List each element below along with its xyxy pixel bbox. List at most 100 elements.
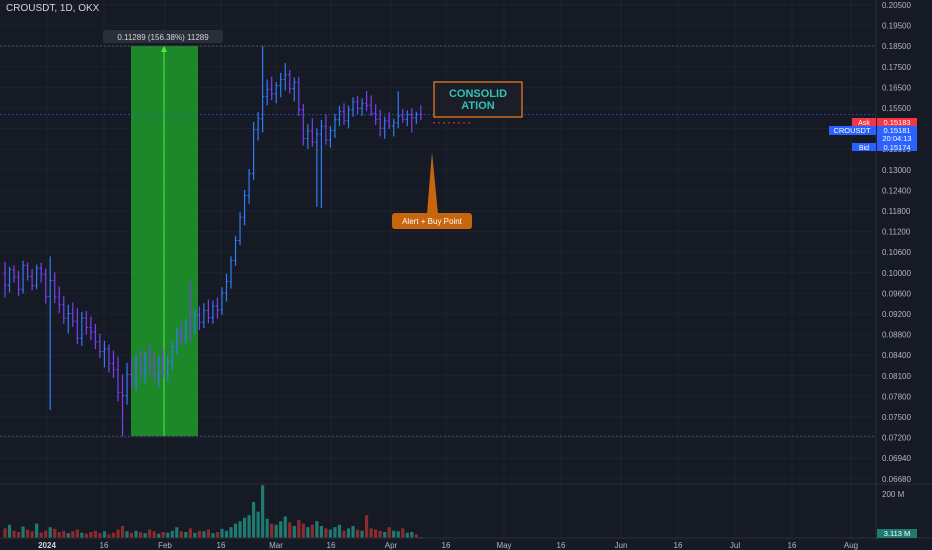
y-tick-label: 0.10000 — [882, 269, 911, 278]
ohlc-bar — [188, 280, 192, 341]
volume-bar — [166, 532, 170, 538]
ohlc-bar — [7, 266, 12, 293]
volume-bar — [220, 528, 224, 538]
ohlc-bar — [233, 235, 238, 266]
volume-bars — [3, 485, 423, 538]
x-tick-label: 16 — [442, 541, 451, 550]
time-axis[interactable]: 2024 16 Feb 16 Mar 16 Apr 16 May 16 Jun 16 Jul 16 Aug — [38, 541, 858, 550]
ohlc-bar — [242, 190, 247, 226]
volume-bar — [374, 529, 378, 538]
ohlc-bar — [270, 76, 274, 101]
ohlc-bar — [306, 124, 310, 149]
ohlc-bar — [3, 261, 7, 298]
volume-bar — [30, 531, 34, 538]
volume-bar — [315, 521, 319, 538]
x-tick-label: Jun — [615, 541, 628, 550]
volume-bar — [148, 529, 152, 538]
x-tick-label: 16 — [674, 541, 683, 550]
volume-bar — [161, 532, 165, 538]
y-tick-label: 0.12400 — [882, 186, 911, 195]
volume-bar — [139, 532, 143, 538]
consolidation-annotation[interactable]: CONSOLID ATION — [433, 81, 523, 118]
y-tick-label: 0.11800 — [882, 207, 911, 216]
ohlc-bar — [392, 118, 396, 137]
ohlc-bar — [193, 309, 197, 335]
ohlc-bar — [84, 310, 88, 335]
ohlc-bar — [134, 354, 138, 391]
ohlc-bar — [93, 323, 97, 350]
ohlc-bar — [328, 126, 333, 148]
ohlc-bar — [175, 327, 179, 355]
volume-bar — [98, 533, 102, 538]
callout-text: Alert + Buy Point — [402, 217, 463, 226]
volume-bar — [35, 523, 39, 538]
buy-point-callout[interactable]: Alert + Buy Point — [392, 152, 472, 229]
volume-bar — [21, 526, 25, 538]
volume-bar — [224, 530, 229, 538]
x-tick-label: 16 — [327, 541, 336, 550]
volume-bar — [328, 529, 333, 538]
volume-bar — [134, 530, 138, 538]
volume-bar — [157, 533, 161, 538]
volume-bar — [188, 528, 192, 538]
ohlc-bar — [261, 45, 265, 133]
ohlc-bar — [139, 349, 143, 379]
ohlc-bar — [252, 122, 256, 180]
x-tick-label: 16 — [788, 541, 797, 550]
ohlc-bar — [283, 63, 287, 91]
ohlc-bar — [297, 76, 301, 117]
volume-bar — [111, 532, 116, 538]
volume-bar — [405, 532, 409, 538]
x-tick-label: Jul — [730, 541, 740, 550]
y-tick-label: 0.17500 — [882, 63, 911, 72]
volume-bar — [71, 531, 75, 538]
ohlc-bar — [355, 96, 360, 114]
y-tick-label: 0.19500 — [882, 22, 911, 31]
ohlc-bar — [342, 103, 346, 125]
volume-bar — [152, 531, 156, 538]
y-tick-label: 0.09200 — [882, 310, 911, 319]
y-tick-label: 0.07800 — [882, 392, 911, 401]
ask-value: 0.15183 — [883, 118, 910, 127]
volume-bar — [270, 523, 274, 538]
current-volume-value: 3.113 M — [884, 529, 911, 538]
volume-bar — [288, 522, 292, 538]
volume-bar — [256, 511, 260, 538]
volume-bar — [211, 533, 215, 538]
ohlc-bar — [30, 269, 34, 291]
ohlc-bar — [98, 333, 102, 358]
volume-bar — [202, 531, 206, 538]
bid-value: 0.15174 — [883, 143, 910, 152]
volume-bar — [215, 532, 220, 538]
volume-bar — [125, 531, 129, 538]
volume-bar — [229, 527, 233, 538]
volume-bar — [170, 530, 174, 538]
ohlc-bar — [116, 356, 120, 402]
volume-bar — [242, 517, 247, 538]
y-tick-label: 0.13000 — [882, 166, 911, 175]
ohlc-bar — [75, 308, 79, 344]
ohlc-bar — [324, 114, 328, 145]
volume-bar — [392, 530, 396, 538]
volume-bar — [283, 516, 287, 538]
volume-bar — [143, 533, 147, 538]
ohlc-bar — [12, 265, 16, 283]
ohlc-bar — [48, 256, 52, 411]
ohlc-bar — [301, 104, 305, 146]
volume-bar — [120, 526, 125, 538]
measure-label-text: 0.11289 (156.38%) 11289 — [117, 33, 209, 42]
ask-tag: Ask 0.15183 — [852, 118, 917, 127]
ohlc-bar — [310, 118, 314, 147]
volume-bar — [44, 530, 48, 538]
y-tick-label: 0.20500 — [882, 1, 911, 10]
last-price-tag: CROUSDT 0.15181 20:04:13 — [829, 126, 917, 143]
volume-bar — [337, 524, 342, 538]
volume-bar — [197, 530, 201, 538]
volume-bar — [365, 515, 369, 538]
volume-bar — [351, 526, 355, 538]
volume-bar — [261, 485, 265, 538]
ohlc-bar — [161, 349, 165, 378]
ohlc-bar — [229, 256, 233, 289]
ohlc-bar — [44, 268, 48, 304]
